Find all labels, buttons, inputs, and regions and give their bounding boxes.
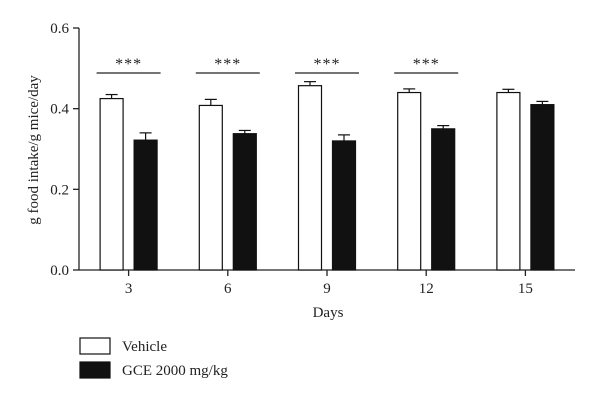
significance-label: *** xyxy=(214,56,241,73)
bar-gce xyxy=(133,139,158,271)
bars xyxy=(99,81,555,271)
bar-gce xyxy=(530,104,555,271)
significance-label: *** xyxy=(413,56,440,73)
bar-vehicle xyxy=(297,85,323,271)
significance-markers: *** *** *** *** xyxy=(96,56,459,74)
legend-swatch-gce xyxy=(79,361,111,379)
x-tick-label: 6 xyxy=(224,281,232,297)
y-tick-label: 0.6 xyxy=(50,21,69,37)
y-tick-label: 0.0 xyxy=(50,263,69,279)
bar-vehicle xyxy=(198,104,223,271)
axes: 0.0 0.2 0.4 0.6 3 6 9 12 15 xyxy=(50,21,575,297)
bar-gce xyxy=(232,133,257,271)
x-tick-label: 9 xyxy=(323,281,331,297)
y-tick-label: 0.2 xyxy=(50,182,69,198)
legend-label-vehicle: Vehicle xyxy=(122,339,167,355)
significance-label: *** xyxy=(115,56,142,73)
x-tick-label: 3 xyxy=(125,281,133,297)
legend: Vehicle GCE 2000 mg/kg xyxy=(79,337,228,379)
legend-label-gce: GCE 2000 mg/kg xyxy=(122,363,228,379)
y-axis-title: g food intake/g mice/day xyxy=(26,75,42,225)
bar-vehicle xyxy=(496,91,521,271)
bar-vehicle xyxy=(99,97,124,271)
bar-vehicle xyxy=(397,91,422,271)
y-tick-label: 0.4 xyxy=(50,102,69,118)
x-tick-label: 12 xyxy=(419,281,434,297)
x-tick-label: 15 xyxy=(518,281,533,297)
bar-gce xyxy=(431,128,456,271)
bar-gce xyxy=(331,140,357,271)
legend-swatch-vehicle xyxy=(79,337,111,355)
x-axis-title: Days xyxy=(313,305,344,321)
significance-label: *** xyxy=(314,56,341,73)
